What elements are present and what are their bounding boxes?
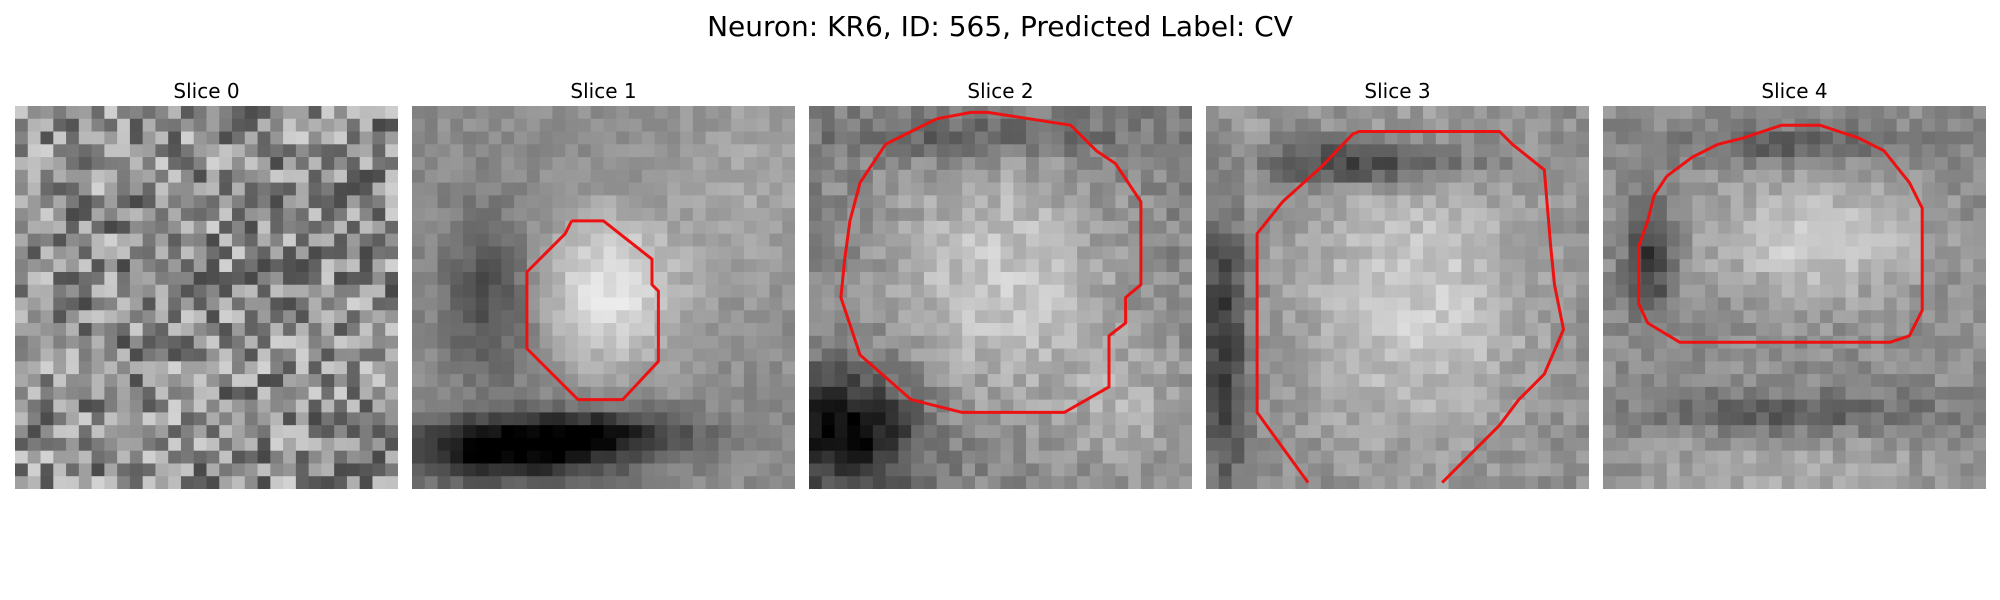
- slice-title-0: Slice 0: [173, 79, 240, 103]
- slice-title-3: Slice 3: [1364, 79, 1431, 103]
- contour-line: [1255, 130, 1565, 484]
- slice-title-1: Slice 1: [570, 79, 637, 103]
- slice-image-1: [412, 106, 795, 489]
- contour-line: [839, 110, 1143, 414]
- figure-title: Neuron: KR6, ID: 565, Predicted Label: C…: [707, 10, 1293, 43]
- slice-title-2: Slice 2: [967, 79, 1034, 103]
- slice-image-4: [1603, 106, 1986, 489]
- slice-image-3: [1206, 106, 1589, 489]
- contour-line: [1637, 123, 1924, 344]
- slice-image-2: [809, 106, 1192, 489]
- slice-title-4: Slice 4: [1761, 79, 1828, 103]
- contour-line: [525, 219, 660, 402]
- slice-image-0: [15, 106, 398, 489]
